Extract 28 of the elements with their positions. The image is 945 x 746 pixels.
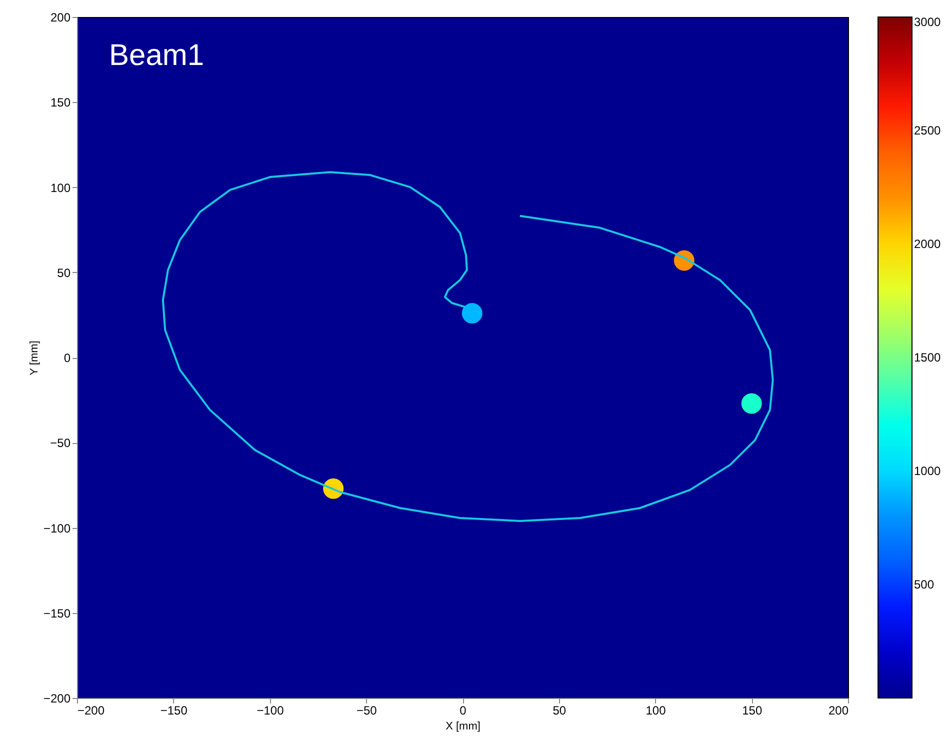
y-tick-label: −50: [50, 436, 71, 450]
x-tick-label: 100: [646, 704, 666, 718]
color-bar-label: 500: [914, 578, 934, 592]
line-series: [162, 171, 774, 522]
color-bar-label: 1000: [914, 464, 942, 478]
color-bar-label: 2500: [914, 124, 942, 138]
x-axis-title: X [mm]: [446, 720, 480, 732]
x-tick-label: −150: [160, 704, 188, 718]
y-tick-label: −200: [43, 692, 71, 706]
x-tick-label: −100: [256, 704, 284, 718]
color-bar-label: 3000: [914, 15, 942, 29]
y-tick-label: 50: [57, 266, 71, 280]
y-tick-label: 150: [50, 96, 71, 110]
y-tick-label: −150: [43, 606, 71, 620]
x-tick-label: 0: [460, 704, 467, 718]
color-bar-label: 1500: [914, 350, 942, 364]
x-tick-label: −200: [78, 704, 105, 718]
y-tick-label: 0: [64, 351, 71, 365]
annotation: Beam1: [109, 39, 204, 72]
x-tick-label: 150: [742, 704, 762, 718]
y-tick-label: 100: [50, 180, 71, 195]
y-tick-label: −100: [43, 521, 71, 536]
y-tick-label: 200: [50, 10, 71, 24]
x-tick-label: 200: [828, 704, 849, 718]
x-tick-label: 50: [552, 704, 566, 718]
color-bar-label: 2000: [914, 237, 942, 251]
x-tick-label: −50: [356, 704, 378, 718]
y-axis-title: Y [mm]: [28, 340, 40, 376]
